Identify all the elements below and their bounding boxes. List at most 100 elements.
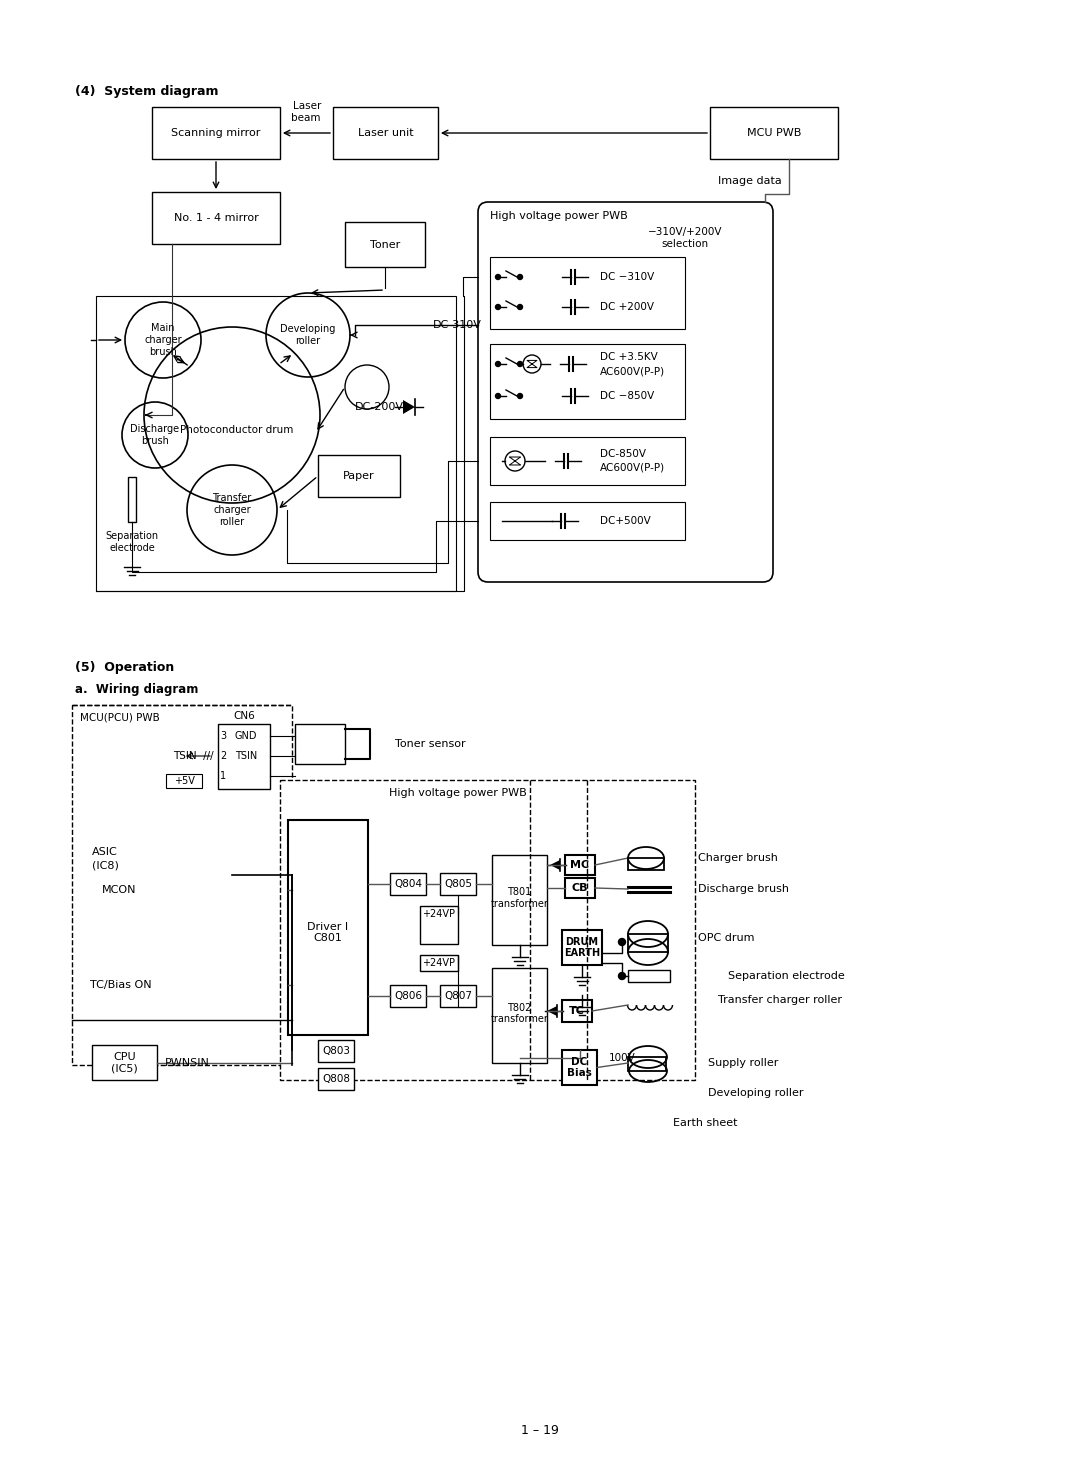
Text: Q807: Q807 [444,991,472,1001]
Text: OPC drum: OPC drum [698,933,755,942]
Text: DC
Bias: DC Bias [567,1056,592,1078]
Text: DC-850V: DC-850V [600,449,646,459]
Text: 100V: 100V [609,1053,635,1063]
Bar [218,724,270,789]
Text: (5)  Operation: (5) Operation [75,662,174,675]
FancyBboxPatch shape [478,202,773,582]
Bar [627,933,669,953]
Text: Earth sheet: Earth sheet [673,1118,738,1128]
Text: Supply roller: Supply roller [708,1058,779,1068]
Text: Discharge
brush: Discharge brush [131,424,179,446]
Text: AC600V(P-P): AC600V(P-P) [600,366,665,377]
Bar [295,724,345,764]
Bar [96,295,456,591]
Text: MCON: MCON [102,885,136,895]
Bar [490,437,685,484]
Polygon shape [403,400,415,414]
Text: PWNSIN: PWNSIN [165,1058,210,1068]
Bar [152,106,280,160]
Text: CB: CB [571,883,589,894]
Text: DC +3.5KV: DC +3.5KV [600,352,658,362]
Bar [280,780,696,1080]
Bar [562,931,602,964]
Text: MCU(PCU) PWB: MCU(PCU) PWB [80,713,160,724]
Circle shape [496,362,500,366]
Bar [710,106,838,160]
Bar [440,873,476,895]
Polygon shape [546,1006,557,1016]
Text: (4)  System diagram: (4) System diagram [75,86,218,99]
Text: Developing roller: Developing roller [708,1089,804,1097]
Text: Q806: Q806 [394,991,422,1001]
Text: AC600V(P-P): AC600V(P-P) [600,462,665,473]
Bar [565,855,595,874]
Text: TC: TC [569,1006,585,1016]
Text: T801
transformer: T801 transformer [490,888,549,908]
Text: Image data: Image data [718,176,782,186]
Text: a.  Wiring diagram: a. Wiring diagram [75,684,199,697]
Text: CN6: CN6 [233,710,255,721]
Text: Paper: Paper [343,471,375,482]
Text: DC-310V: DC-310V [433,321,482,329]
Text: High voltage power PWB: High voltage power PWB [389,789,526,798]
Text: Discharge brush: Discharge brush [698,885,789,894]
Bar [490,344,685,419]
Bar [420,905,458,944]
Text: −310V/+200V: −310V/+200V [648,227,723,236]
Text: (IC8): (IC8) [92,861,119,871]
Text: Q804: Q804 [394,879,422,889]
Text: DC −850V: DC −850V [600,391,654,400]
Text: Separation
electrode: Separation electrode [106,532,159,552]
Circle shape [496,393,500,399]
Text: Separation electrode: Separation electrode [728,970,845,981]
Polygon shape [550,860,561,870]
Bar [333,106,438,160]
Text: 1 – 19: 1 – 19 [521,1424,559,1437]
Circle shape [517,304,523,310]
Bar [152,192,280,244]
Text: Transfer
charger
roller: Transfer charger roller [213,493,252,527]
Text: MCU PWB: MCU PWB [746,128,801,137]
Text: DC −310V: DC −310V [600,272,654,282]
Bar [92,1046,157,1080]
Bar [390,985,426,1007]
Circle shape [619,938,625,945]
Bar [420,956,458,970]
Text: +5V: +5V [174,775,194,786]
Bar [562,1000,592,1022]
Bar [345,222,426,267]
Bar [562,1050,597,1086]
Text: No. 1 - 4 mirror: No. 1 - 4 mirror [174,213,258,223]
Text: MC: MC [570,860,590,870]
Circle shape [496,275,500,279]
Bar [318,455,400,496]
Text: TSIN: TSIN [234,750,257,761]
Text: TC/Bias ON: TC/Bias ON [90,981,151,990]
Bar [288,820,368,1035]
Bar [490,257,685,329]
Text: Q808: Q808 [322,1074,350,1084]
Text: GND: GND [234,731,257,741]
Text: Laser
beam: Laser beam [292,102,321,123]
Text: Photoconductor drum: Photoconductor drum [180,425,294,436]
Text: Scanning mirror: Scanning mirror [172,128,260,137]
Bar [318,1068,354,1090]
Text: 2: 2 [220,750,226,761]
Text: Transfer charger roller: Transfer charger roller [718,995,842,1004]
Circle shape [517,275,523,279]
Text: Main
charger
brush: Main charger brush [145,323,181,356]
Text: Q805: Q805 [444,879,472,889]
Text: Charger brush: Charger brush [698,854,778,863]
Bar [440,985,476,1007]
Bar [72,705,292,1065]
Text: Q803: Q803 [322,1046,350,1056]
Bar [492,855,546,945]
Bar [390,873,426,895]
Text: DC +200V: DC +200V [600,301,654,312]
Bar [565,877,595,898]
Text: DC-200V: DC-200V [355,402,404,412]
Circle shape [517,393,523,399]
Bar [490,502,685,541]
Text: Driver I
C801: Driver I C801 [308,922,349,944]
Bar [627,1058,666,1071]
